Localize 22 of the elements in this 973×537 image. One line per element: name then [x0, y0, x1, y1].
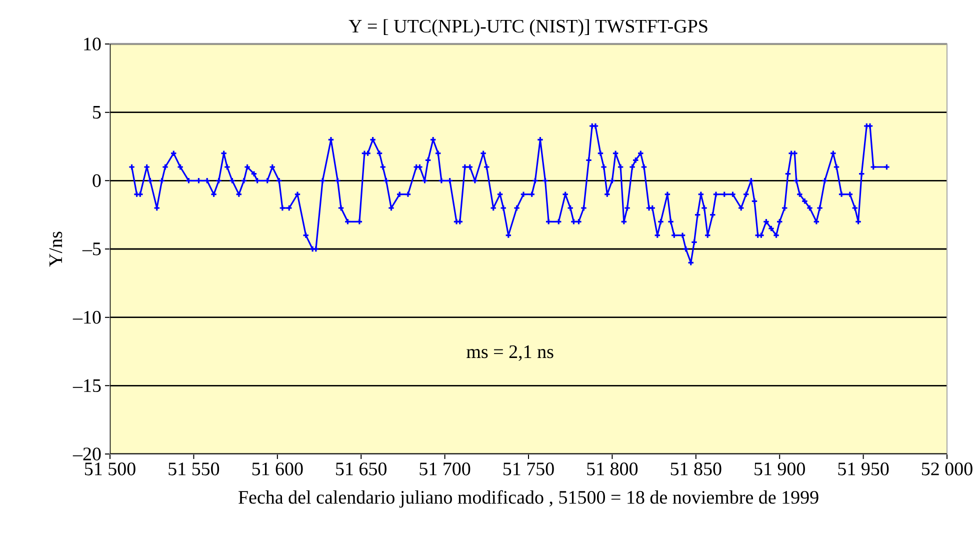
x-tick-label: 51 850	[670, 462, 722, 476]
x-tick-label: 51 550	[168, 462, 220, 476]
x-tick-label: 51 750	[503, 462, 554, 476]
x-tick-label: 51 950	[838, 462, 889, 476]
chart-title: Y = [ UTC(NPL)-UTC (NIST)] TWSTFT-GPS	[348, 19, 708, 36]
x-tick-label: 51 900	[754, 462, 805, 476]
y-tick-label: –5	[82, 242, 101, 256]
x-tick-label: 51 700	[420, 462, 470, 476]
x-axis-title: Fecha del calendario juliano modificado , 51500 = 18 de noviembre de 1999	[238, 490, 818, 508]
y-tick-label: 10	[84, 38, 101, 50]
y-tick-label: –20	[72, 448, 101, 460]
y-tick-label: 5	[93, 106, 101, 119]
y-tick-label: 0	[92, 174, 101, 188]
x-tick-label: 51 500	[84, 462, 136, 476]
x-tick-label: 51 600	[252, 462, 303, 476]
y-tick-label: –10	[72, 310, 101, 324]
y-tick-label: –15	[72, 379, 101, 392]
y-axis-title: Y/ns	[49, 232, 62, 267]
x-tick-label: 51 800	[587, 462, 638, 476]
annotation: ms = 2,1 ns	[466, 345, 554, 361]
x-tick-label: 52 000	[922, 462, 972, 476]
x-tick-label: 51 650	[336, 462, 386, 476]
